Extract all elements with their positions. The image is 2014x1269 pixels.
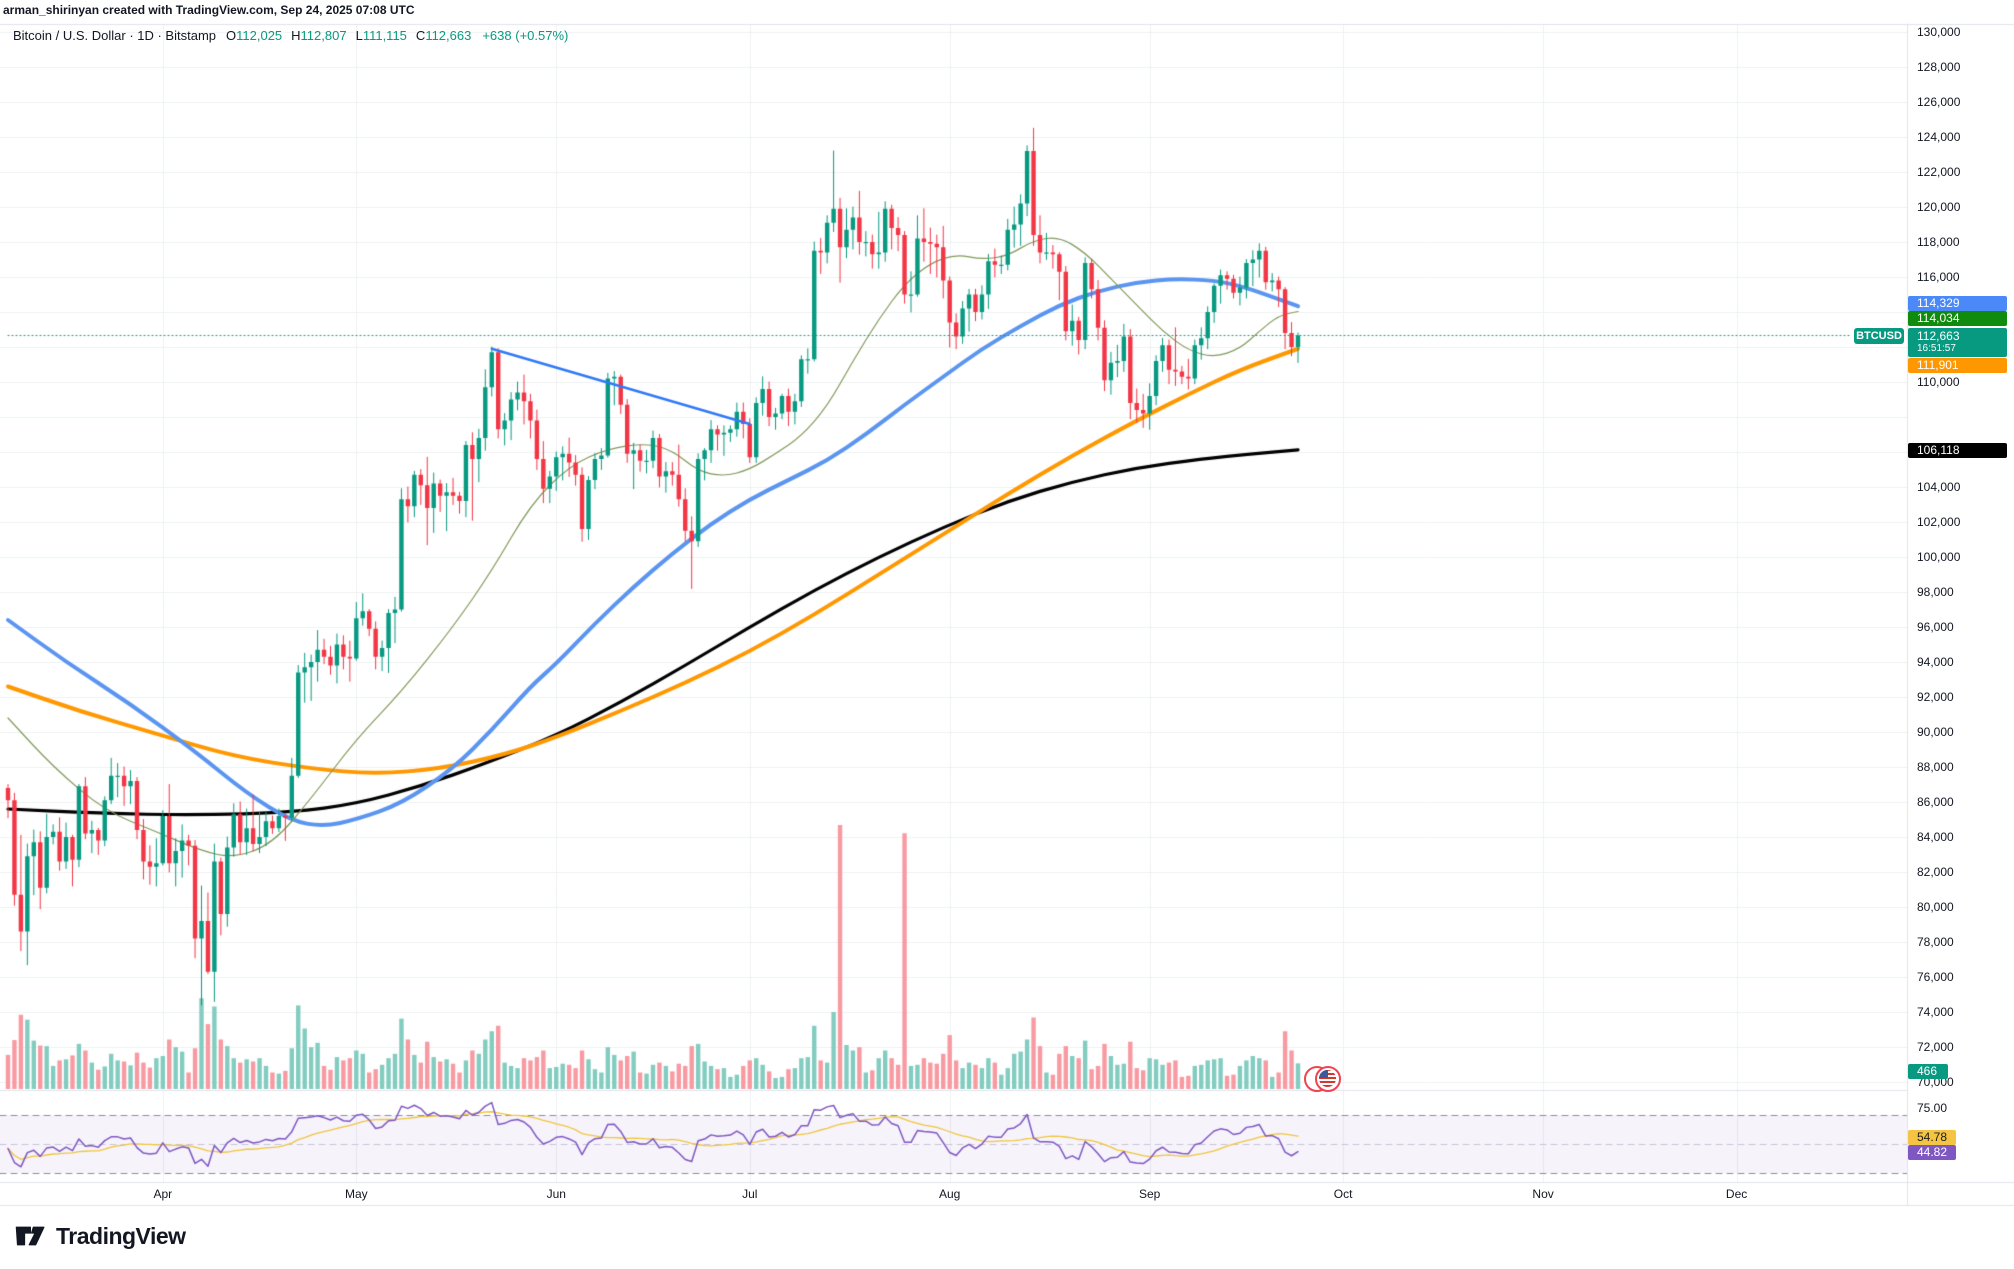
symbol-title[interactable]: Bitcoin / U.S. Dollar · 1D · Bitstamp	[13, 28, 216, 43]
ma21-price-label: 114,034	[1908, 311, 2007, 326]
time-axis[interactable]: Apr May Jun Jul Aug Sep Oct Nov Dec	[0, 1183, 2014, 1205]
price-axis[interactable]: 130,000 128,000 126,000 124,000 122,000 120,0…	[1908, 24, 2014, 1205]
ohlc-values: O112,025 H112,807 L111,115 C112,663 +638…	[226, 28, 568, 43]
time-axis-label: Sep	[1138, 1187, 1161, 1201]
price-axis-tick: 94,000	[1917, 655, 1954, 669]
price-axis-tick: 128,000	[1917, 60, 1961, 74]
high-label: H	[291, 28, 301, 43]
low-value: 111,115	[362, 28, 407, 43]
price-axis-tick: 116,000	[1917, 270, 1960, 284]
low-label: L	[355, 28, 363, 43]
last-price-label: 112,663 16:51:57	[1908, 328, 2007, 357]
tradingview-logo-icon	[15, 1226, 45, 1246]
price-axis-tick: 98,000	[1917, 585, 1954, 599]
ma200-price-label: 106,118	[1908, 443, 2007, 458]
price-axis-tick: 96,000	[1917, 620, 1954, 634]
price-axis-tick: 126,000	[1917, 95, 1961, 109]
high-value: 112,807	[300, 28, 347, 43]
price-axis-tick: 78,000	[1917, 935, 1954, 949]
time-axis-label: Jul	[742, 1187, 758, 1201]
rsi-value-label: 44.82	[1908, 1145, 1956, 1160]
price-axis-tick: 74,000	[1917, 1005, 1954, 1019]
time-axis-label: Jun	[546, 1187, 566, 1201]
change-value: +638 (+0.57%)	[482, 28, 569, 43]
price-axis-tick: 122,000	[1917, 165, 1961, 179]
price-axis-tick: 110,000	[1917, 375, 1960, 389]
price-axis-tick: 80,000	[1917, 900, 1954, 914]
price-axis-tick: 130,000	[1917, 25, 1961, 39]
rsi-axis-tick-75: 75.00	[1917, 1101, 1948, 1115]
price-axis-tick: 86,000	[1917, 795, 1954, 809]
price-axis-tick: 118,000	[1917, 235, 1960, 249]
price-axis-tick: 102,000	[1917, 515, 1961, 529]
price-axis-tick: 92,000	[1917, 690, 1954, 704]
price-axis-tick: 124,000	[1917, 130, 1961, 144]
price-axis-tick: 104,000	[1917, 480, 1961, 494]
last-price-value: 112,663	[1917, 329, 1960, 343]
price-axis-tick: 90,000	[1917, 725, 1954, 739]
close-value: 112,663	[425, 28, 472, 43]
price-axis-tick: 76,000	[1917, 970, 1954, 984]
open-value: 112,025	[236, 28, 283, 43]
us-economic-event-icon[interactable]	[1304, 1066, 1342, 1093]
symbol-price-tag: BTCUSD	[1854, 328, 1904, 344]
ma50-price-label: 114,329	[1908, 296, 2007, 311]
time-axis-label: Apr	[153, 1187, 173, 1201]
time-axis-label: Nov	[1532, 1187, 1554, 1201]
price-axis-tick: 100,000	[1917, 550, 1961, 564]
time-axis-label: May	[344, 1187, 368, 1201]
price-axis-tick: 84,000	[1917, 830, 1954, 844]
bar-countdown: 16:51:57	[1917, 343, 1956, 354]
chart-legend[interactable]: Bitcoin / U.S. Dollar · 1D · Bitstamp O1…	[13, 28, 568, 43]
volume-label: 466	[1908, 1064, 1948, 1079]
time-axis-label: Dec	[1725, 1187, 1748, 1201]
open-label: O	[226, 28, 237, 43]
time-axis-label: Oct	[1333, 1187, 1353, 1201]
price-axis-tick: 88,000	[1917, 760, 1954, 774]
price-axis-tick: 82,000	[1917, 865, 1954, 879]
ma100-price-label: 111,901	[1908, 358, 2007, 373]
rsi-ma-label: 54.78	[1908, 1130, 1956, 1145]
close-label: C	[415, 28, 426, 43]
price-axis-tick: 120,000	[1917, 200, 1961, 214]
attribution-text: arman_shirinyan created with TradingView…	[3, 3, 415, 17]
tradingview-logo[interactable]: TradingView	[14, 1222, 186, 1250]
tradingview-logo-text: TradingView	[56, 1222, 186, 1249]
time-axis-label: Aug	[939, 1187, 961, 1201]
price-axis-tick: 72,000	[1917, 1040, 1954, 1054]
us-flag-icon	[1315, 1066, 1341, 1092]
